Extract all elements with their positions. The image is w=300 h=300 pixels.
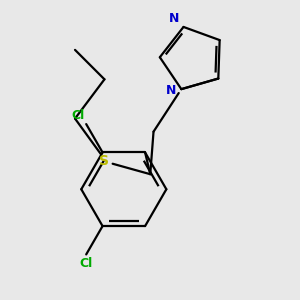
Text: Cl: Cl	[80, 257, 93, 270]
Text: S: S	[100, 154, 110, 168]
Text: N: N	[166, 84, 176, 97]
Text: Cl: Cl	[71, 110, 85, 122]
Text: N: N	[169, 12, 179, 25]
